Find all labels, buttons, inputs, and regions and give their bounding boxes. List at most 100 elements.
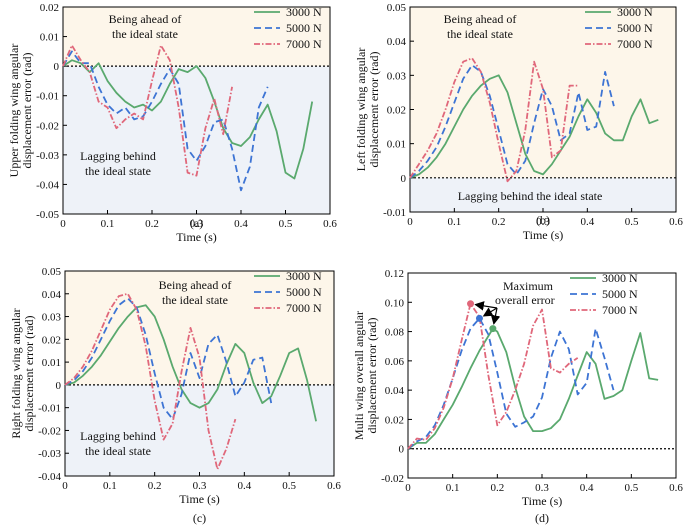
legend-label: 7000 N: [286, 37, 322, 51]
legend-label: 7000 N: [286, 301, 322, 315]
x-tick-label: 0.1: [446, 482, 460, 494]
y-axis-title: Right folding wing angulardisplacement e…: [9, 308, 36, 438]
max-error-marker: [489, 325, 497, 333]
y-tick-label: -0.01: [36, 91, 59, 103]
y-tick-label: 0.03: [42, 312, 62, 324]
y-tick-label: -0.03: [36, 150, 59, 162]
y-tick-label: -0.03: [38, 448, 61, 460]
legend-label: 3000 N: [286, 5, 322, 19]
x-tick-label: 0.2: [492, 216, 506, 228]
y-tick-label: 0.01: [42, 357, 61, 369]
panel-label: (a): [190, 216, 203, 230]
y-tick-label: 0: [399, 444, 405, 456]
x-tick-label: 0.6: [669, 216, 683, 228]
panel-b: 0 0.1 0.2 0.3 0.4 0.5 0.6-0.0100.010.020.030.0…: [354, 2, 683, 242]
x-tick-label: 0.4: [580, 482, 594, 494]
x-tick-label: 0.6: [669, 482, 683, 494]
x-tick-label: 0.1: [101, 218, 115, 230]
x-tick-label: 0: [407, 216, 413, 228]
panel-label: (b): [536, 213, 550, 227]
ahead-region: [63, 7, 330, 67]
series-line-5000n: [62, 50, 269, 192]
x-tick-label: 0.4: [580, 216, 594, 228]
ahead-label: Being ahead of the ideal state: [159, 278, 232, 307]
x-tick-label: 0.1: [447, 216, 461, 228]
panel-c: 0 0.1 0.2 0.3 0.4 0.5 0.6 -0.04 -0.03 -0.02 -0.01 0…: [9, 266, 341, 525]
series-line-5000n: [64, 297, 273, 420]
legend-label: 5000 N: [602, 287, 638, 301]
y-tick-label: 0.04: [42, 289, 62, 301]
y-tick-label: -0.02: [38, 425, 61, 437]
x-tick-label: 0: [405, 482, 411, 494]
annotation-arrow: [482, 307, 498, 317]
x-tick-label: 0.2: [145, 218, 159, 230]
legend-label: 5000 N: [286, 285, 322, 299]
x-axis-title: Time (s): [523, 228, 564, 242]
series-line-7000n: [64, 292, 237, 471]
x-tick-label: 0.3: [193, 480, 207, 492]
legend-label: 7000 N: [617, 37, 653, 51]
y-axis-title-line: Right folding wing angular: [9, 308, 23, 438]
y-tick-label: 0.06: [385, 356, 405, 368]
y-axis-title: Multi wing overall angulardisplacement e…: [352, 311, 379, 440]
legend-label: 5000 N: [286, 21, 322, 35]
y-tick-label: 0.03: [387, 70, 407, 82]
y-tick-label: 0.01: [40, 32, 59, 44]
y-axis-title: Upper folding wing angulardisplacement e…: [7, 44, 34, 178]
x-tick-label: 0.5: [625, 216, 639, 228]
y-axis-title: Left folding wing angulardisplacement er…: [354, 48, 381, 172]
x-tick-label: 0.6: [327, 480, 341, 492]
x-tick-label: 0.3: [536, 216, 550, 228]
x-tick-label: 0.1: [103, 480, 117, 492]
y-tick-label: 0.05: [387, 2, 407, 14]
ahead-region: [65, 271, 334, 385]
annotation-arrow: [490, 307, 501, 325]
legend-label: 3000 N: [286, 269, 322, 283]
x-tick-label: 0: [62, 480, 68, 492]
y-tick-label: 0.04: [385, 385, 405, 397]
y-tick-label: 0.02: [387, 105, 406, 117]
y-tick-label: 0: [401, 173, 407, 185]
y-tick-label: 0.02: [385, 414, 404, 426]
lagging-region: [410, 177, 676, 212]
series-line-5000n: [407, 317, 615, 450]
y-tick-label: 0.05: [42, 266, 62, 278]
x-axis-title: Time (s): [522, 494, 563, 508]
series-line-7000n: [409, 57, 579, 183]
max-error-marker: [475, 314, 483, 322]
y-tick-label: 0.12: [385, 268, 404, 280]
x-tick-label: 0.4: [234, 218, 248, 230]
series-line-3000n: [409, 74, 659, 179]
lagging-label: Lagging behind the ideal state: [458, 189, 603, 203]
y-tick-label: 0.10: [385, 297, 405, 309]
series-line-3000n: [64, 304, 317, 422]
y-tick-label: -0.01: [383, 207, 406, 219]
x-tick-label: 0.4: [237, 480, 251, 492]
series-line-7000n: [407, 302, 579, 450]
series-line-5000n: [409, 64, 615, 179]
y-tick-label: 0.04: [387, 36, 407, 48]
legend-label: 3000 N: [617, 5, 653, 19]
x-tick-label: 0.3: [190, 218, 204, 230]
x-tick-label: 0.2: [148, 480, 162, 492]
panel-d: 0 0.1 0.2 0.3 0.4 0.5 0.6-0.0200.020.040.060.0…: [352, 268, 683, 525]
y-axis-title-line: Left folding wing angular: [354, 48, 368, 172]
y-tick-label: -0.02: [381, 473, 404, 485]
series-line-3000n: [62, 59, 314, 180]
series-line-3000n: [407, 327, 659, 450]
y-axis-title-line: Upper folding wing angular: [7, 44, 21, 178]
y-axis-title-line: Multi wing overall angular: [352, 311, 366, 440]
lagging-label: Lagging behind the ideal state: [80, 429, 156, 458]
y-tick-label: -0.04: [38, 471, 61, 483]
x-tick-label: 0.5: [279, 218, 293, 230]
x-axis-title: Time (s): [179, 492, 220, 506]
y-axis-title-line: displacement error (rad): [20, 53, 34, 169]
y-axis-title-line: displacement error (rad): [365, 318, 379, 434]
x-tick-label: 0: [60, 218, 66, 230]
y-tick-label: 0.02: [40, 2, 59, 14]
y-tick-label: -0.01: [38, 403, 61, 415]
series-line-7000n: [62, 44, 233, 177]
y-tick-label: -0.05: [36, 209, 59, 221]
y-tick-label: 0: [54, 61, 60, 73]
